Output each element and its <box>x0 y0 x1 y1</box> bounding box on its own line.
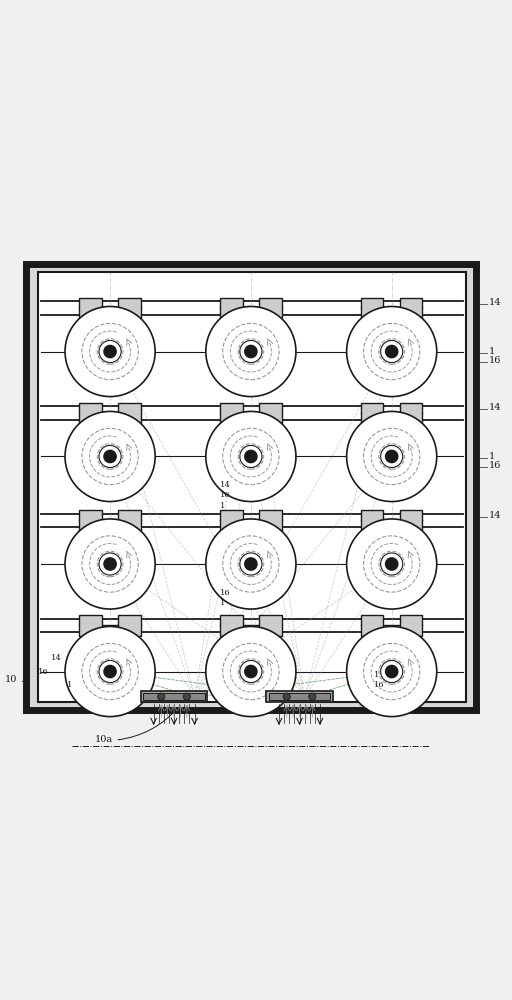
Text: 1: 1 <box>220 502 225 510</box>
Text: 1: 1 <box>489 347 495 356</box>
Bar <box>269 693 330 700</box>
Bar <box>259 403 282 423</box>
Bar <box>26 264 476 710</box>
Bar <box>220 615 243 636</box>
Circle shape <box>386 450 398 463</box>
Circle shape <box>245 345 257 358</box>
Text: 16: 16 <box>38 668 49 676</box>
Bar <box>141 691 207 702</box>
Text: 1: 1 <box>374 671 379 679</box>
Circle shape <box>283 693 290 700</box>
Text: 16: 16 <box>489 356 501 365</box>
Circle shape <box>386 665 398 678</box>
Bar <box>79 403 102 423</box>
Text: 16: 16 <box>220 589 231 597</box>
Bar <box>143 693 205 700</box>
Bar <box>361 510 383 531</box>
Bar <box>259 298 282 318</box>
Circle shape <box>99 340 121 363</box>
Bar <box>118 510 141 531</box>
Circle shape <box>386 345 398 358</box>
Circle shape <box>347 519 437 609</box>
Circle shape <box>65 519 155 609</box>
Text: 10a: 10a <box>95 735 113 744</box>
Circle shape <box>65 306 155 397</box>
Bar <box>79 615 102 636</box>
Circle shape <box>65 411 155 502</box>
Circle shape <box>380 553 403 575</box>
Text: 10: 10 <box>5 675 17 684</box>
Bar <box>361 403 383 423</box>
Circle shape <box>245 450 257 463</box>
Circle shape <box>104 345 116 358</box>
Bar <box>220 403 243 423</box>
Circle shape <box>206 626 296 717</box>
Bar <box>400 298 422 318</box>
Circle shape <box>206 306 296 397</box>
Circle shape <box>245 665 257 678</box>
Text: 14: 14 <box>220 481 231 489</box>
Circle shape <box>158 693 165 700</box>
Text: 1: 1 <box>489 452 495 461</box>
Circle shape <box>183 693 190 700</box>
Circle shape <box>347 306 437 397</box>
Bar <box>400 615 422 636</box>
Text: 1: 1 <box>67 681 72 689</box>
Bar <box>220 510 243 531</box>
Circle shape <box>245 558 257 570</box>
Bar <box>259 510 282 531</box>
Bar <box>266 691 333 702</box>
Text: 14: 14 <box>489 403 501 412</box>
Circle shape <box>240 553 262 575</box>
Circle shape <box>309 693 316 700</box>
Circle shape <box>206 519 296 609</box>
Bar <box>361 298 383 318</box>
Text: 16: 16 <box>374 681 385 689</box>
Bar <box>118 615 141 636</box>
Circle shape <box>347 626 437 717</box>
Circle shape <box>99 445 121 468</box>
Bar <box>361 615 383 636</box>
Bar <box>400 510 422 531</box>
Bar <box>79 510 102 531</box>
Bar <box>259 615 282 636</box>
Text: 16: 16 <box>489 461 501 470</box>
Text: 1: 1 <box>220 599 225 607</box>
Circle shape <box>380 445 403 468</box>
Circle shape <box>380 660 403 683</box>
Text: 14: 14 <box>489 511 501 520</box>
Circle shape <box>347 411 437 502</box>
Bar <box>220 298 243 318</box>
Text: 16: 16 <box>220 491 231 499</box>
Bar <box>79 298 102 318</box>
Bar <box>118 403 141 423</box>
Circle shape <box>104 558 116 570</box>
Circle shape <box>99 660 121 683</box>
Text: 14: 14 <box>51 654 62 662</box>
Circle shape <box>104 665 116 678</box>
Circle shape <box>240 445 262 468</box>
Circle shape <box>386 558 398 570</box>
Circle shape <box>380 340 403 363</box>
Circle shape <box>99 553 121 575</box>
Circle shape <box>206 411 296 502</box>
Text: 14: 14 <box>489 298 501 307</box>
Bar <box>118 298 141 318</box>
Circle shape <box>65 626 155 717</box>
Bar <box>38 272 466 702</box>
Circle shape <box>240 660 262 683</box>
Circle shape <box>240 340 262 363</box>
Circle shape <box>104 450 116 463</box>
Bar <box>400 403 422 423</box>
